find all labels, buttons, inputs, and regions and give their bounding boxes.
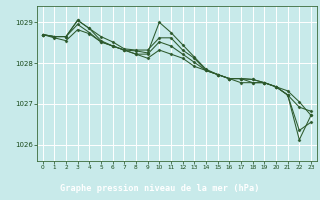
Text: Graphe pression niveau de la mer (hPa): Graphe pression niveau de la mer (hPa): [60, 184, 260, 193]
